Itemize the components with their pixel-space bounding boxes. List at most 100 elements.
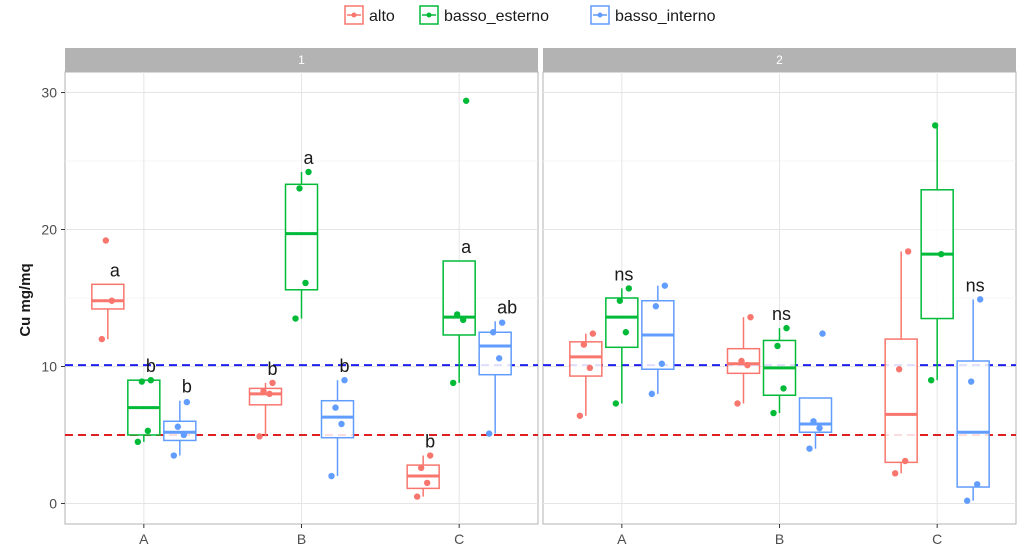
box-iqr: [605, 297, 639, 349]
data-point: [102, 237, 110, 244]
data-point: [108, 297, 116, 304]
y-tick-label: 20: [41, 222, 57, 238]
data-point: [453, 311, 461, 318]
x-tick-label: A: [617, 531, 627, 547]
y-axis-label: Cu mg/mq: [17, 263, 34, 336]
data-point: [622, 329, 630, 336]
data-point: [305, 168, 312, 176]
significance-letter: a: [110, 260, 121, 280]
box-iqr: [284, 183, 319, 291]
box-A-basso_interno: b: [163, 377, 197, 459]
data-point: [931, 122, 939, 129]
legend-key-point: [426, 12, 432, 18]
box-iqr: [884, 338, 918, 464]
box-B-basso_esterno: ns: [762, 304, 797, 417]
data-point: [895, 366, 903, 373]
significance-letter: ns: [966, 275, 985, 295]
data-point: [612, 400, 620, 407]
data-point: [260, 387, 267, 395]
facet-strip-label: 2: [776, 53, 783, 67]
box-iqr: [798, 397, 833, 433]
data-point: [485, 430, 493, 437]
data-point: [783, 324, 790, 332]
data-point: [963, 497, 971, 504]
legend-item-alto: alto: [344, 5, 395, 25]
data-point: [147, 376, 155, 384]
significance-letter: ns: [772, 304, 791, 324]
box-A-basso_esterno: ns: [605, 264, 639, 407]
significance-letter: b: [182, 377, 192, 397]
data-point: [170, 452, 178, 459]
data-point: [413, 493, 421, 500]
x-tick-label: C: [454, 531, 464, 547]
box-C-basso_interno: ab: [478, 297, 517, 437]
significance-letter: b: [340, 356, 350, 376]
data-point: [658, 360, 666, 367]
data-point: [586, 364, 594, 372]
box-iqr: [478, 331, 512, 376]
box-C-basso_interno: ns: [956, 275, 990, 504]
data-point: [338, 420, 345, 428]
data-point: [819, 330, 826, 337]
data-point: [449, 379, 457, 387]
data-point: [256, 433, 263, 440]
data-point: [927, 376, 935, 384]
box-C-alto: [884, 248, 918, 477]
significance-letter: a: [461, 237, 472, 257]
box-iqr: [320, 399, 355, 439]
data-point: [780, 385, 787, 392]
box-B-alto: [726, 313, 761, 407]
data-point: [498, 319, 506, 326]
data-point: [328, 472, 335, 480]
data-point: [302, 279, 309, 287]
data-point: [134, 438, 142, 446]
box-A-basso_interno: [641, 282, 675, 398]
data-point: [976, 296, 984, 303]
data-point: [904, 248, 912, 255]
data-point: [138, 378, 146, 385]
data-point: [816, 424, 823, 432]
box-A-alto: [569, 330, 603, 419]
significance-letter: ns: [614, 264, 633, 284]
data-point: [296, 185, 303, 192]
data-point: [180, 431, 188, 439]
legend-key-point: [351, 12, 357, 18]
data-point: [332, 404, 339, 411]
legend-label: basso_interno: [615, 8, 716, 25]
data-point: [589, 330, 597, 337]
box-C-basso_esterno: a: [442, 97, 476, 387]
data-point: [269, 379, 276, 387]
data-point: [661, 282, 669, 289]
data-point: [810, 418, 817, 425]
facet-strip: [65, 48, 538, 72]
legend-item-basso_esterno: basso_esterno: [419, 5, 549, 25]
data-point: [744, 361, 751, 369]
data-point: [292, 315, 299, 322]
data-point: [806, 445, 813, 452]
legend-key-point: [597, 12, 603, 18]
data-point: [973, 481, 981, 488]
data-point: [648, 390, 656, 398]
x-tick-label: B: [775, 531, 784, 547]
significance-letter: ab: [497, 297, 517, 317]
legend-label: alto: [369, 8, 395, 25]
significance-letter: b: [146, 356, 156, 376]
x-tick-label: C: [932, 531, 942, 547]
y-tick-label: 30: [41, 85, 57, 101]
data-point: [98, 335, 106, 343]
box-C-alto: b: [406, 432, 440, 500]
data-point: [144, 427, 152, 435]
legend-item-basso_interno: basso_interno: [590, 5, 716, 25]
box-B-basso_interno: b: [320, 356, 355, 480]
y-tick-label: 10: [41, 358, 57, 374]
significance-letter: a: [304, 148, 315, 168]
data-point: [426, 452, 434, 459]
data-point: [576, 412, 584, 419]
box-iqr: [569, 341, 603, 377]
x-tick-label: A: [139, 531, 149, 547]
data-point: [459, 316, 467, 324]
legend: alto basso_esterno basso_interno: [344, 5, 716, 25]
facet-strip: [543, 48, 1016, 72]
